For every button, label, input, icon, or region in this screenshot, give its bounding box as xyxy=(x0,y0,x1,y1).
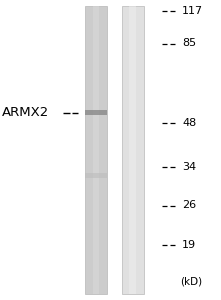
Text: 34: 34 xyxy=(182,161,196,172)
Text: 85: 85 xyxy=(182,38,196,49)
Bar xyxy=(112,6,117,294)
Text: 19: 19 xyxy=(182,239,196,250)
Text: 48: 48 xyxy=(182,118,196,128)
Bar xyxy=(85,110,107,115)
Text: 26: 26 xyxy=(182,200,196,211)
Bar xyxy=(122,6,144,294)
Bar xyxy=(85,173,107,178)
Bar xyxy=(93,6,99,294)
Bar xyxy=(85,6,107,294)
Text: ARMX2: ARMX2 xyxy=(2,106,50,119)
Bar xyxy=(129,6,136,294)
Text: 117: 117 xyxy=(182,5,204,16)
Text: (kD): (kD) xyxy=(180,277,202,287)
